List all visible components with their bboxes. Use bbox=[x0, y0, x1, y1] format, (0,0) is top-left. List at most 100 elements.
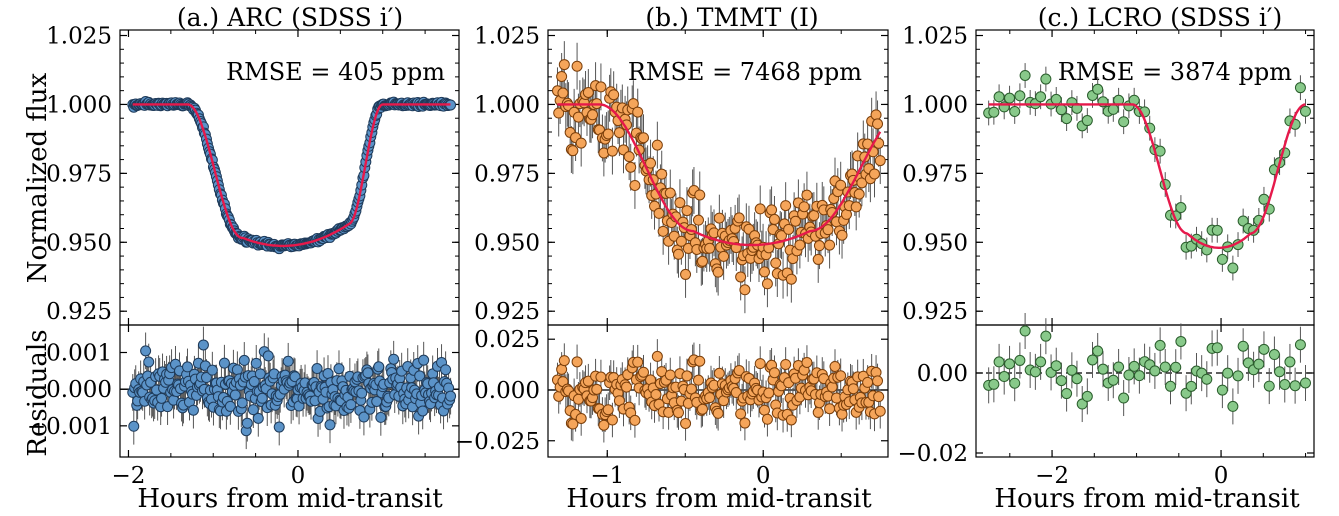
flux-point bbox=[575, 137, 587, 149]
residual-point bbox=[651, 350, 663, 362]
residual-point bbox=[993, 356, 1005, 368]
flux-point bbox=[801, 189, 813, 201]
residual-point bbox=[1185, 380, 1197, 392]
residual-point bbox=[250, 357, 262, 369]
residual-point bbox=[575, 412, 587, 424]
flux-point bbox=[712, 266, 724, 278]
panel-arc: (a.) ARC (SDSS i′) RMSE = 405 ppm 0.9250… bbox=[27, 3, 460, 489]
flux-point bbox=[1061, 113, 1073, 125]
panel-title: (c.) LCRO (SDSS i′) bbox=[1038, 3, 1283, 32]
y-tick-label: 0.000 bbox=[474, 378, 540, 404]
residual-point bbox=[1216, 384, 1228, 396]
flux-point bbox=[553, 107, 565, 119]
residual-point bbox=[829, 360, 841, 372]
y-tick-label: 1.025 bbox=[46, 24, 112, 50]
flux-point bbox=[785, 273, 797, 285]
flux-point bbox=[692, 214, 704, 226]
y-tick-label: 0.925 bbox=[474, 299, 540, 325]
y-tick-label: −0.02 bbox=[898, 441, 968, 467]
y-tick-label: 0.925 bbox=[902, 299, 968, 325]
residuals-plot: −0.001 0.000 0.001 −2 0 bbox=[27, 324, 460, 489]
flux-point bbox=[780, 200, 792, 212]
y-tick-label: 0.925 bbox=[46, 299, 112, 325]
residual-point bbox=[273, 421, 285, 433]
residual-point bbox=[558, 355, 570, 367]
flux-point bbox=[606, 145, 618, 157]
residual-point bbox=[1014, 354, 1026, 366]
flux-point bbox=[870, 109, 882, 121]
residual-point bbox=[988, 378, 1000, 390]
flux-point bbox=[1009, 105, 1021, 117]
flux-point bbox=[836, 229, 848, 241]
residual-point bbox=[812, 406, 824, 418]
y-tick-label: 0.975 bbox=[474, 161, 540, 187]
residual-point bbox=[872, 375, 884, 387]
flux-point bbox=[850, 201, 862, 213]
flux-point bbox=[608, 89, 620, 101]
residuals-axes-frame bbox=[119, 324, 460, 458]
residual-point bbox=[358, 411, 370, 423]
flux-point bbox=[572, 111, 584, 123]
flux-point bbox=[735, 271, 747, 283]
flux-point bbox=[768, 213, 780, 225]
residual-point bbox=[1299, 377, 1311, 389]
flux-point bbox=[625, 161, 637, 173]
residual-point bbox=[238, 354, 250, 366]
residual-point bbox=[1107, 374, 1119, 386]
x-tick-label: −2 bbox=[112, 463, 146, 489]
residual-point bbox=[143, 356, 155, 368]
model-curve bbox=[557, 103, 882, 247]
residual-point bbox=[638, 366, 650, 378]
residual-point bbox=[739, 417, 751, 429]
residual-point bbox=[1118, 392, 1130, 404]
residual-point bbox=[1263, 380, 1275, 392]
residual-point bbox=[311, 363, 323, 375]
residual-point bbox=[1284, 356, 1296, 368]
x-tick-label: −2 bbox=[1035, 463, 1069, 489]
flux-point bbox=[653, 207, 665, 219]
residual-point bbox=[1165, 380, 1177, 392]
residual-point bbox=[224, 400, 236, 412]
flux-point bbox=[1107, 103, 1119, 115]
flux-point bbox=[1040, 73, 1052, 85]
flux-point bbox=[567, 145, 579, 157]
flux-point bbox=[718, 250, 730, 262]
residual-point bbox=[632, 356, 644, 368]
residual-point bbox=[181, 361, 193, 373]
flux-point bbox=[993, 91, 1005, 103]
residual-point bbox=[200, 372, 212, 384]
residual-point bbox=[629, 414, 641, 426]
flux-point bbox=[758, 266, 770, 278]
residual-point bbox=[606, 414, 618, 426]
y-axis-label-residuals: Residuals bbox=[23, 329, 53, 456]
residual-point bbox=[1170, 361, 1182, 373]
residual-point bbox=[801, 356, 813, 368]
residual-point bbox=[1087, 354, 1099, 366]
flux-point bbox=[595, 81, 607, 93]
residual-point bbox=[713, 367, 725, 379]
residual-point bbox=[874, 405, 886, 417]
flux-point bbox=[766, 204, 778, 216]
residual-point bbox=[768, 367, 780, 379]
flux-point bbox=[1055, 104, 1067, 116]
residual-point bbox=[650, 388, 662, 400]
residual-point bbox=[680, 417, 692, 429]
flux-point bbox=[623, 151, 635, 163]
flux-point bbox=[656, 168, 668, 180]
residual-point bbox=[1175, 335, 1187, 347]
residual-point bbox=[282, 355, 294, 367]
residual-point bbox=[1050, 360, 1062, 372]
flux-point bbox=[1227, 262, 1239, 274]
residual-point bbox=[1201, 373, 1213, 385]
x-axis-label: Hours from mid-transit bbox=[137, 484, 443, 514]
residual-point bbox=[1253, 358, 1265, 370]
residual-point bbox=[621, 381, 633, 393]
flux-plot: 0.925 0.950 0.975 1.000 1.025 bbox=[902, 24, 1315, 326]
residual-point bbox=[862, 376, 874, 388]
model-curve bbox=[132, 103, 451, 248]
residual-point bbox=[1029, 366, 1041, 378]
flux-point bbox=[651, 139, 663, 151]
flux-point bbox=[1092, 83, 1104, 95]
residual-point bbox=[1019, 325, 1031, 337]
residual-point bbox=[685, 383, 697, 395]
